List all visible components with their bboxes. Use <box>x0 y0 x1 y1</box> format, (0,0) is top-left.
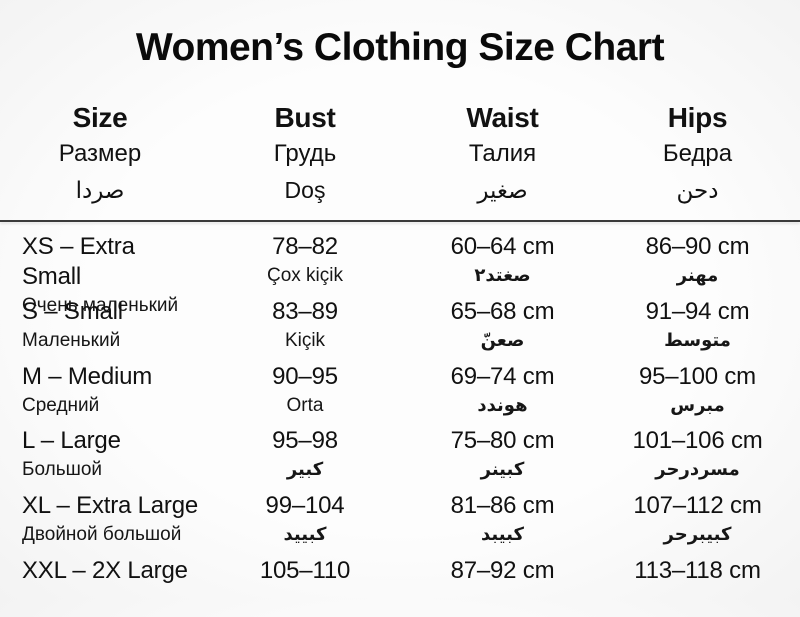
size-label: XS – Extra Small <box>22 233 135 290</box>
page-title: Women’s Clothing Size Chart <box>135 26 665 69</box>
hips-value: 86–90 cm <box>645 233 750 260</box>
cell-waist: 69–74 cm هوندد <box>410 358 595 423</box>
bust-value: 83–89 <box>272 297 338 325</box>
bust-value: 105–110 <box>259 556 351 584</box>
bust-value: 99–104 <box>265 492 345 520</box>
bust-sub: كبييد <box>283 524 327 545</box>
header-col-waist: Waist Талия صغير <box>410 100 595 208</box>
size-label: L – Large <box>22 427 121 455</box>
table-row-s: S – Small Маленький 83–89 Kiçik 65–68 cm… <box>0 293 800 358</box>
size-label: M – Medium <box>22 362 153 390</box>
waist-value: 65–68 cm <box>450 297 555 325</box>
header-bust-ru: Грудь <box>273 140 337 167</box>
header-size-ar: صردا <box>75 177 125 203</box>
waist-sub: كبينر <box>480 459 525 480</box>
size-label-ru: Большой <box>22 459 103 481</box>
cell-hips: 113–118 cm <box>595 552 800 617</box>
cell-size: M – Medium Средний <box>0 358 200 423</box>
waist-value: 75–80 cm <box>450 427 555 455</box>
size-label-ru: Двойной большой <box>22 524 182 546</box>
header-waist-en: Waist <box>466 102 539 133</box>
cell-waist: 65–68 cm صعنّ <box>410 293 595 358</box>
cell-bust: 99–104 كبييد <box>200 487 410 552</box>
table-row-l: L – Large Большой 95–98 كبير 75–80 cm كب… <box>0 422 800 487</box>
table-header: Size Размер صردا Bust Грудь Doş Waist Та… <box>0 100 800 208</box>
waist-sub: هوندد <box>477 394 528 415</box>
header-waist-ru: Талия <box>468 140 537 167</box>
waist-sub: صعنّ <box>480 329 525 350</box>
size-label-ru: Маленький <box>22 329 121 351</box>
waist-value: 69–74 cm <box>450 362 555 390</box>
size-label: XL – Extra Large <box>22 492 199 520</box>
size-label-ru: Очень маленький <box>22 295 179 316</box>
table-row-xs: XS – Extra Small Очень маленький 78–82 Ç… <box>0 228 800 316</box>
header-divider-line <box>0 220 800 222</box>
header-bust-en: Bust <box>274 102 336 133</box>
bust-sub: Çox kiçik <box>266 265 343 286</box>
hips-sub: مبرس <box>670 394 725 415</box>
size-label-ru: Средний <box>22 394 100 416</box>
header-hips-en: Hips <box>667 102 728 133</box>
hips-value: 101–106 cm <box>632 427 763 455</box>
cell-size: XS – Extra Small Очень маленький <box>0 228 200 319</box>
cell-bust: 78–82 Çox kiçik <box>200 228 410 319</box>
bust-value: 78–82 <box>272 233 338 260</box>
header-hips-ru: Бедра <box>662 140 733 167</box>
hips-sub: مهنر <box>676 265 719 285</box>
bust-sub: Orta <box>286 394 324 416</box>
cell-bust: 95–98 كبير <box>200 422 410 487</box>
header-col-hips: Hips Бедра دحن <box>595 100 800 208</box>
header-hips-ar: دحن <box>676 177 719 203</box>
waist-value: 81–86 cm <box>450 492 555 520</box>
cell-hips: 86–90 cm مهنر <box>595 228 800 319</box>
hips-value: 107–112 cm <box>633 492 762 520</box>
cell-waist: 60–64 cm صغتد٢ <box>410 228 595 319</box>
bust-sub: كبير <box>286 459 324 480</box>
cell-bust: 105–110 <box>200 552 410 617</box>
table-row-m: M – Medium Средний 90–95 Orta 69–74 cm ه… <box>0 358 800 423</box>
hips-sub: متوسط <box>664 329 731 350</box>
waist-sub: صغتد٢ <box>474 265 531 285</box>
cell-bust: 90–95 Orta <box>200 358 410 423</box>
cell-hips: 91–94 cm متوسط <box>595 293 800 358</box>
header-col-bust: Bust Грудь Doş <box>200 100 410 208</box>
hips-sub: مسردرحر <box>655 459 740 480</box>
bust-sub: Kiçik <box>284 329 326 351</box>
header-size-en: Size <box>72 102 128 133</box>
cell-size: XL – Extra Large Двойной большой <box>0 487 200 552</box>
header-size-ru: Размер <box>58 140 142 167</box>
bust-value: 95–98 <box>272 427 338 455</box>
cell-size: S – Small Маленький <box>0 293 200 358</box>
waist-sub: كبيبد <box>481 524 524 545</box>
table-row-xxl: XXL – 2X Large 105–110 87–92 cm 113–118 … <box>0 552 800 617</box>
cell-hips: 101–106 cm مسردرحر <box>595 422 800 487</box>
size-label: XXL – 2X Large <box>22 556 188 584</box>
header-col-size: Size Размер صردا <box>0 100 200 208</box>
bust-value: 90–95 <box>272 362 338 390</box>
size-chart-table-body: XS – Extra Small Очень маленький 78–82 Ç… <box>0 228 800 617</box>
waist-value: 87–92 cm <box>450 556 555 584</box>
cell-hips: 107–112 cm كبيبرحر <box>595 487 800 552</box>
cell-size: L – Large Большой <box>0 422 200 487</box>
cell-hips: 95–100 cm مبرس <box>595 358 800 423</box>
cell-size: XXL – 2X Large <box>0 552 200 617</box>
cell-waist: 75–80 cm كبينر <box>410 422 595 487</box>
size-label: S – Small <box>22 297 123 325</box>
cell-bust: 83–89 Kiçik <box>200 293 410 358</box>
hips-value: 95–100 cm <box>639 362 756 390</box>
hips-value: 91–94 cm <box>645 297 750 325</box>
header-bust-ar: Doş <box>284 177 326 203</box>
hips-sub: كبيبرحر <box>663 524 732 545</box>
table-row-xl: XL – Extra Large Двойной большой 99–104 … <box>0 487 800 552</box>
waist-value: 60–64 cm <box>450 233 555 260</box>
hips-value: 113–118 cm <box>634 556 761 584</box>
header-waist-ar: صغير <box>477 177 528 203</box>
cell-waist: 81–86 cm كبيبد <box>410 487 595 552</box>
cell-waist: 87–92 cm <box>410 552 595 617</box>
